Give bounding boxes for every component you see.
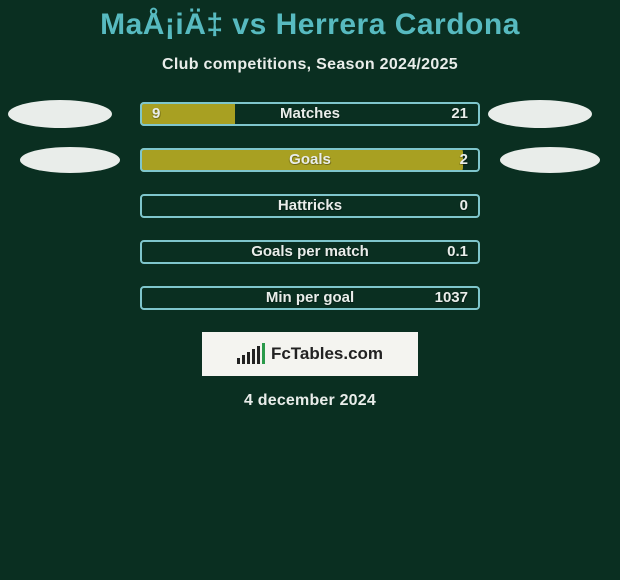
value-right: 21 bbox=[451, 102, 468, 126]
stat-row: Min per goal 1037 bbox=[0, 286, 620, 310]
player-marker-right bbox=[500, 147, 600, 173]
comparison-chart: 9 Matches 21 Goals 2 Hatt bbox=[0, 102, 620, 310]
logo-text: FcTables.com bbox=[271, 344, 383, 364]
logo-bars-icon bbox=[237, 344, 265, 364]
page-root: MaÅ¡iÄ‡ vs Herrera Cardona Club competit… bbox=[0, 0, 620, 580]
stat-label: Min per goal bbox=[140, 286, 480, 310]
value-right: 2 bbox=[460, 148, 468, 172]
player-marker-left bbox=[8, 100, 112, 128]
bar-track: Hattricks 0 bbox=[140, 194, 480, 218]
bar-track: Goals per match 0.1 bbox=[140, 240, 480, 264]
page-subtitle: Club competitions, Season 2024/2025 bbox=[0, 56, 620, 74]
stat-row: 9 Matches 21 bbox=[0, 102, 620, 126]
stat-row: Hattricks 0 bbox=[0, 194, 620, 218]
stat-label: Goals bbox=[140, 148, 480, 172]
fctables-logo[interactable]: FcTables.com bbox=[202, 332, 418, 376]
value-right: 1037 bbox=[435, 286, 468, 310]
stat-row: Goals 2 bbox=[0, 148, 620, 172]
stat-label: Matches bbox=[140, 102, 480, 126]
bar-track: Min per goal 1037 bbox=[140, 286, 480, 310]
player-marker-right bbox=[488, 100, 592, 128]
stat-label: Goals per match bbox=[140, 240, 480, 264]
stat-label: Hattricks bbox=[140, 194, 480, 218]
value-right: 0 bbox=[460, 194, 468, 218]
bar-track: 9 Matches 21 bbox=[140, 102, 480, 126]
player-marker-left bbox=[20, 147, 120, 173]
value-right: 0.1 bbox=[447, 240, 468, 264]
stat-row: Goals per match 0.1 bbox=[0, 240, 620, 264]
snapshot-date: 4 december 2024 bbox=[0, 392, 620, 410]
bar-track: Goals 2 bbox=[140, 148, 480, 172]
page-title: MaÅ¡iÄ‡ vs Herrera Cardona bbox=[0, 0, 620, 42]
